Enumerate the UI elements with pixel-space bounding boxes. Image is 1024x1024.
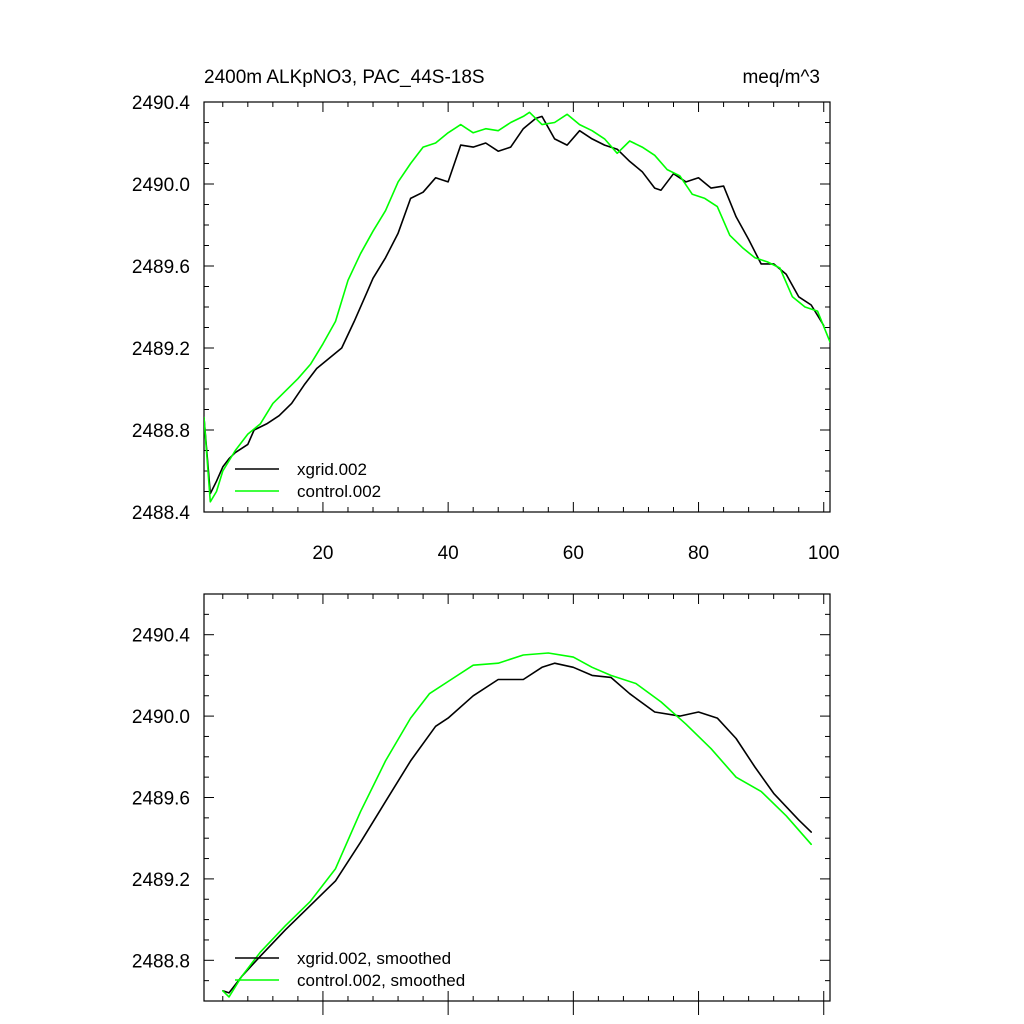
plot-frame — [203, 593, 831, 1002]
y-tick-label: 2489.6 — [132, 789, 190, 810]
y-tick-label: 2490.0 — [132, 175, 190, 196]
chart-title: 2400m ALKpNO3, PAC_44S-18S — [204, 67, 485, 88]
series-line-control-002-smoothed — [222, 652, 812, 998]
x-tick-label: 60 — [563, 543, 584, 564]
y-tick-label: 2489.2 — [132, 870, 190, 891]
legend-label: control.002 — [297, 482, 381, 501]
series-line-control-002 — [204, 111, 830, 503]
units-label: meq/m^3 — [742, 67, 820, 88]
y-tick-label: 2490.4 — [132, 93, 191, 114]
x-tick-label: 100 — [808, 543, 840, 564]
top-chart-panel: 2488.4 2488.8 2489.2 2489.6 2490.0 2490.4 20 40… — [132, 67, 840, 564]
y-tick-label: 2489.2 — [132, 339, 190, 360]
y-tick-label: 2488.4 — [132, 503, 191, 524]
x-tick-label: 40 — [438, 543, 459, 564]
y-tick-label: 2489.6 — [132, 257, 190, 278]
y-tick-label: 2488.8 — [132, 951, 190, 972]
bottom-chart-panel: 2488.8 2489.2 2489.6 2490.0 2490.4 xgrid.002,… — [132, 593, 831, 1015]
legend-label: xgrid.002, smoothed — [297, 949, 451, 968]
plot-frame — [203, 101, 831, 513]
y-tick-label: 2488.8 — [132, 421, 190, 442]
y-tick-label: 2490.4 — [132, 626, 191, 647]
series-line-xgrid-002-smoothed — [222, 662, 812, 994]
x-tick-label: 80 — [688, 543, 709, 564]
legend-label: xgrid.002 — [297, 460, 367, 479]
x-tick-label: 20 — [312, 543, 333, 564]
y-tick-label: 2490.0 — [132, 707, 190, 728]
series-line-xgrid-002 — [204, 115, 825, 495]
legend-label: control.002, smoothed — [297, 971, 465, 990]
